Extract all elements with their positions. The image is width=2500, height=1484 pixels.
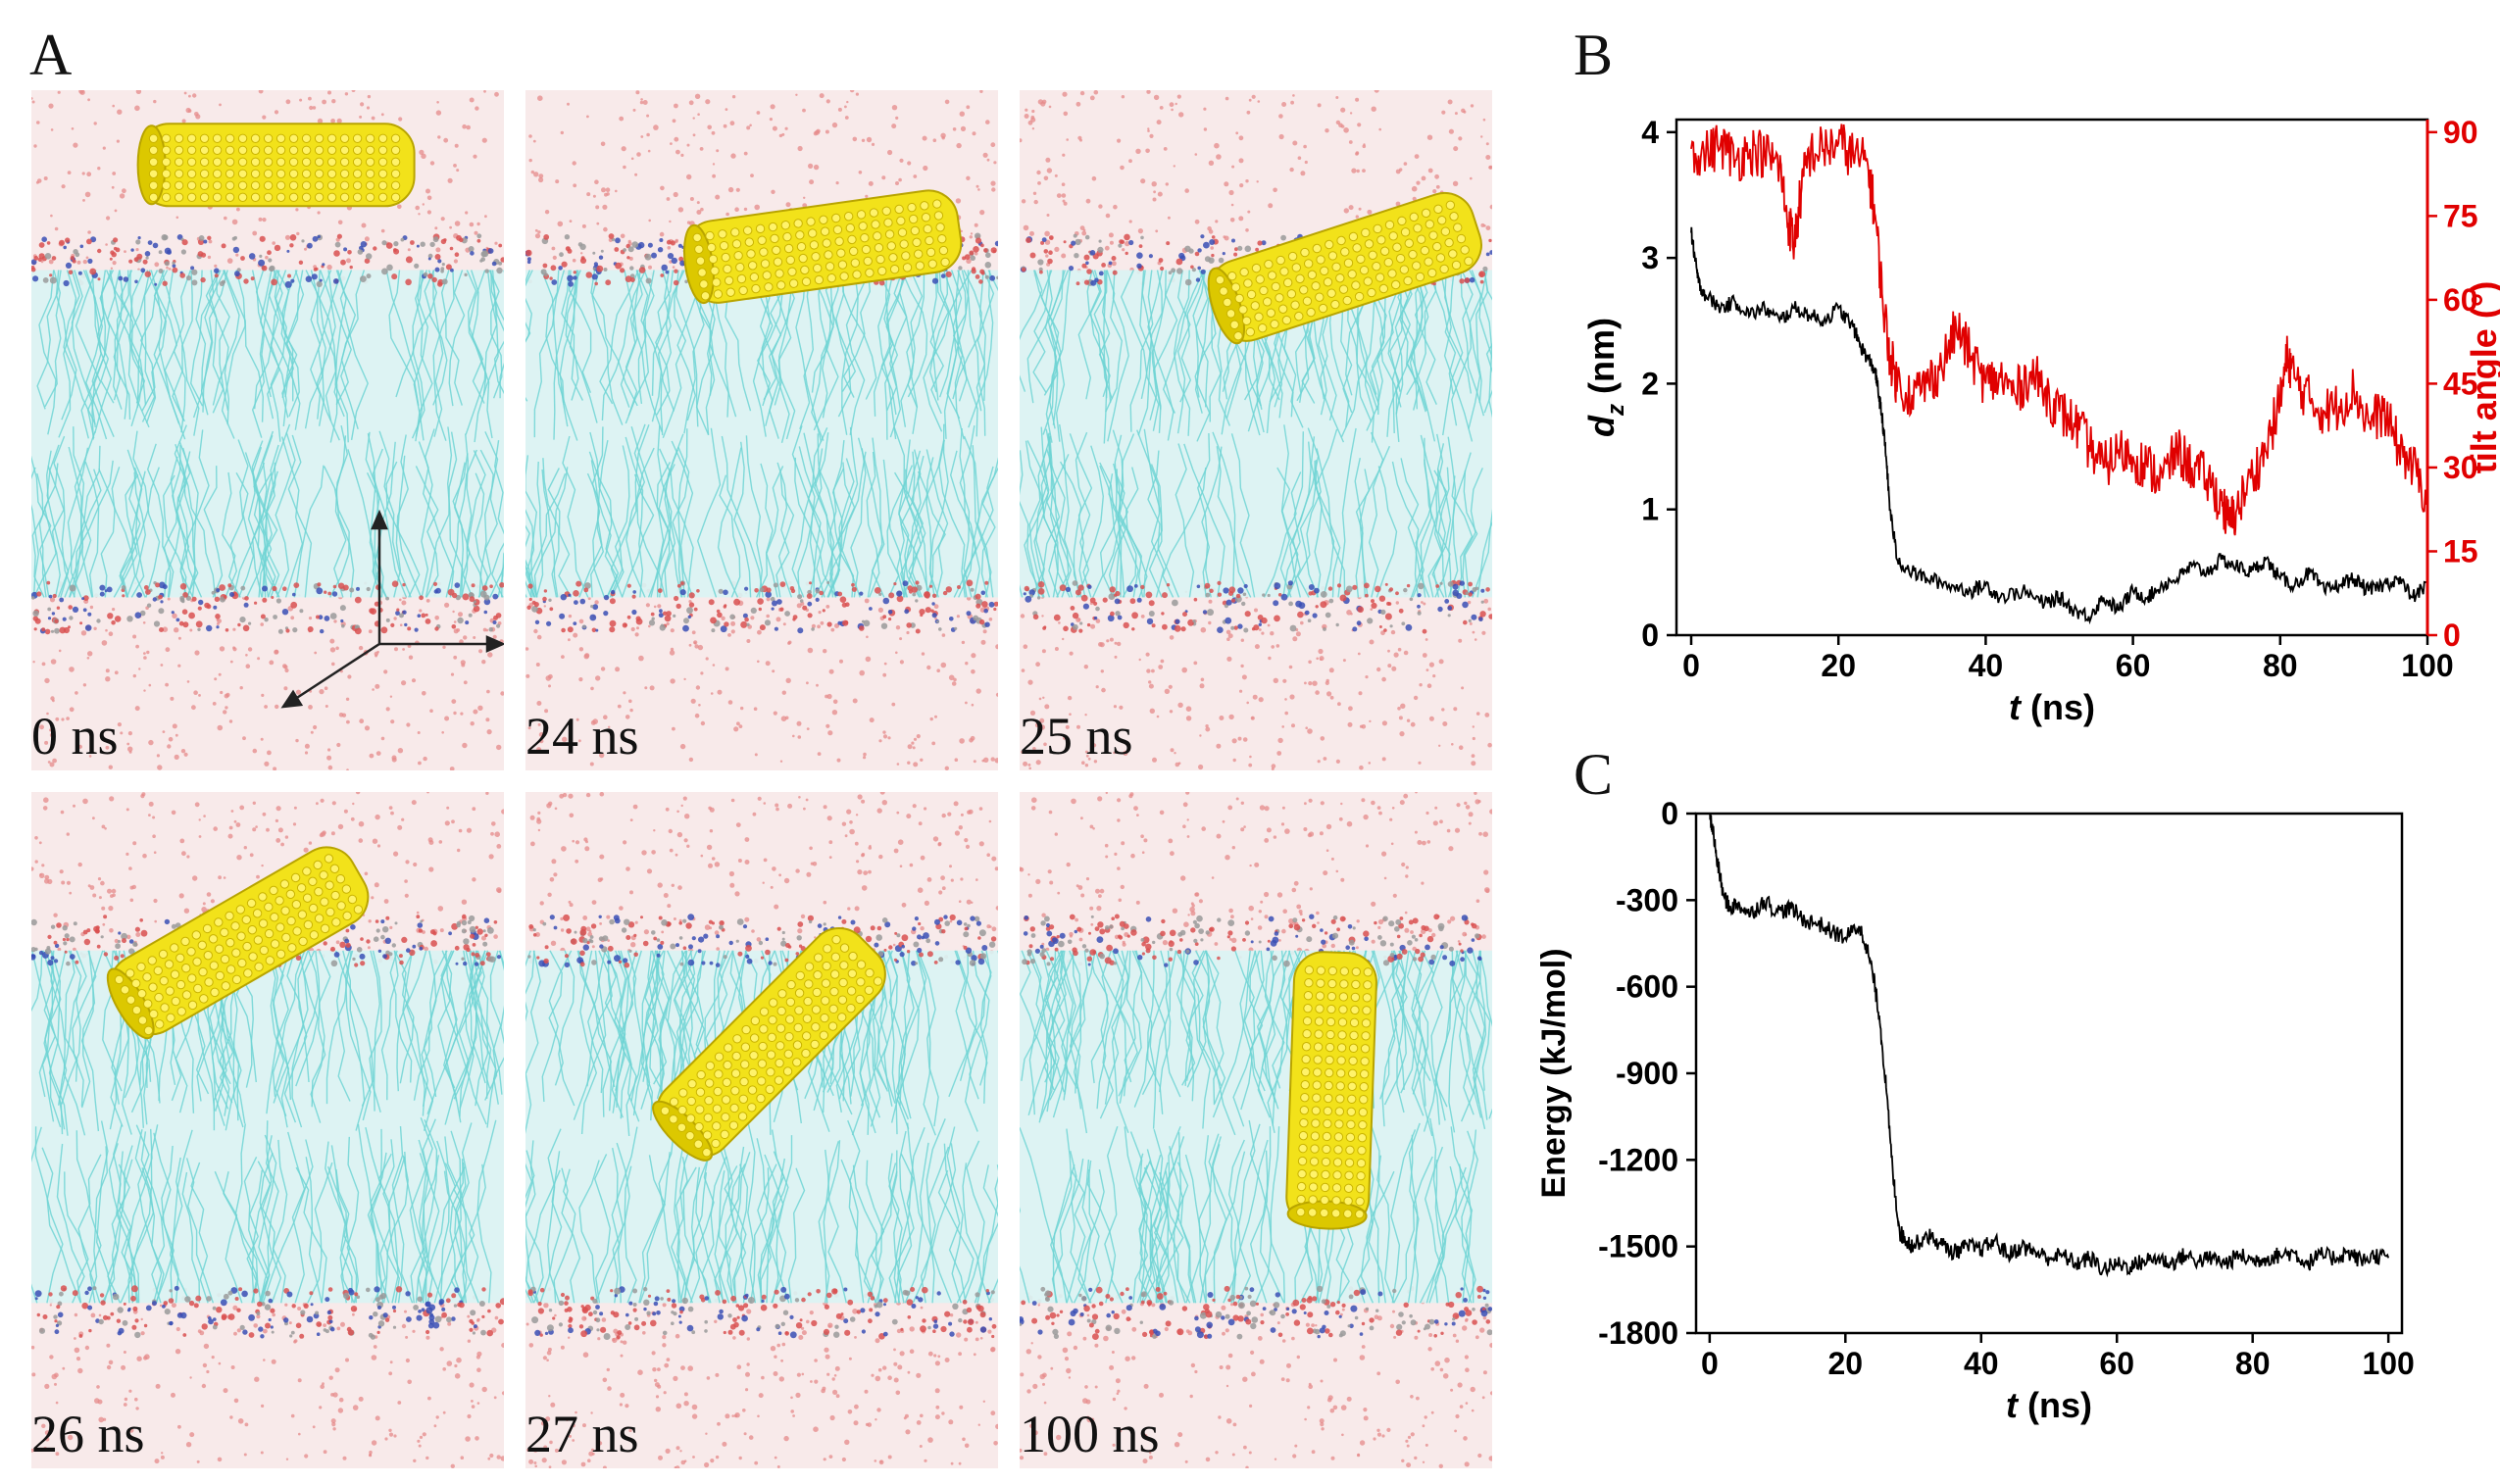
series-group	[1709, 814, 2390, 1278]
coordinate-axes-icon	[280, 509, 504, 709]
carbon-nanotube	[652, 927, 886, 1162]
z-arrowhead	[371, 509, 388, 530]
lipid-headgroups	[31, 233, 504, 635]
x-tick-label: 40	[1969, 648, 2004, 683]
y2-axis-label: tilt angle (°)	[2464, 281, 2500, 473]
series-group	[1690, 124, 2427, 625]
snapshot-5: 100 ns	[1020, 792, 1492, 1468]
x-tick-label: 80	[2263, 648, 2298, 683]
y2-tick-label: 30	[2443, 450, 2478, 485]
snapshot-1: 24 ns	[525, 90, 998, 770]
snapshot-scene	[1020, 90, 1492, 770]
chart-b: 0 20 40 60 80 100 0 1 2 3 4 0 15 30 45 60 75 90 t (ns) dz (…	[1569, 78, 2500, 745]
chart-c-svg: 0 20 40 60 80 100 0 -300 -600 -900 -1200 -1500 -1800…	[1535, 796, 2415, 1425]
carbon-nanotube	[136, 123, 416, 208]
x-tick-label: 0	[1701, 1346, 1719, 1381]
x-tick-label: 60	[2099, 1346, 2134, 1381]
y-tick-label: 3	[1641, 240, 1659, 275]
plot-frame-b	[1675, 118, 2429, 637]
lipid-tails	[31, 270, 504, 598]
lipid-headgroups	[527, 914, 997, 1340]
y-tick-label: 1	[1641, 492, 1659, 527]
snapshot-scene	[1020, 792, 1492, 1468]
snapshot-scene	[525, 792, 998, 1468]
lipid-tails	[1020, 950, 1492, 1304]
x-tick-label: 0	[1682, 648, 1700, 683]
carbon-nanotube	[1285, 951, 1377, 1230]
y-tick-label: -600	[1616, 969, 1678, 1005]
y2-tick-label: 45	[2443, 366, 2478, 401]
y-tick-label: -1500	[1598, 1229, 1678, 1264]
tube-atoms	[660, 934, 883, 1158]
snapshot-scene	[31, 792, 504, 1468]
y-tick-label: -1200	[1598, 1142, 1678, 1177]
lipid-tails	[525, 270, 998, 598]
y2-tick-label: 15	[2443, 533, 2478, 569]
snapshot-time-label: 25 ns	[1020, 707, 1133, 766]
lipid-tail-region	[1020, 950, 1492, 1304]
y-tick-label: 4	[1641, 115, 1659, 150]
y-tick-label: 0	[1641, 618, 1659, 653]
x-axis-label: t (ns)	[2009, 687, 2095, 727]
lipid-headgroups	[1020, 914, 1492, 1340]
snapshot-3: 26 ns	[31, 792, 504, 1468]
snapshot-scene	[31, 90, 504, 770]
series-line-tilt-angle	[1690, 124, 2427, 536]
carbon-nanotube	[683, 189, 963, 305]
snapshot-time-label: 26 ns	[31, 1405, 145, 1463]
y-tick-label: 0	[1661, 796, 1678, 831]
y-tick-label: 2	[1641, 366, 1659, 401]
y2-tick-label: 90	[2443, 115, 2478, 150]
series-line-energy	[1709, 814, 2390, 1278]
carbon-nanotube	[1207, 191, 1482, 345]
y2-tick-label: 60	[2443, 282, 2478, 318]
panel-label-a: A	[29, 23, 73, 87]
x-tick-label: 60	[2116, 648, 2151, 683]
y-axis-arrow	[285, 642, 380, 707]
snapshot-time-label: 100 ns	[1020, 1405, 1160, 1463]
y-axis-label: dz (nm)	[1581, 318, 1629, 437]
x-tick-label: 100	[2401, 648, 2453, 683]
panel-label-c: C	[1574, 742, 1614, 807]
tube-atoms	[1296, 965, 1374, 1219]
x-tick-label: 100	[2362, 1346, 2414, 1381]
series-line-dz	[1690, 226, 2427, 625]
snapshot-time-label: 27 ns	[525, 1405, 639, 1463]
y-tick-label: -300	[1616, 882, 1678, 917]
x-tick-label: 20	[1828, 1346, 1864, 1381]
snapshot-0: 0 ns	[31, 90, 504, 770]
x-tick-label: 80	[2235, 1346, 2271, 1381]
tube-atoms	[1215, 200, 1474, 341]
tube-atoms	[114, 854, 364, 1036]
x-tick-label: 40	[1964, 1346, 1999, 1381]
snapshot-2: 25 ns	[1020, 90, 1492, 770]
y2-tick-label: 0	[2443, 618, 2461, 653]
panel-label-b: B	[1574, 23, 1614, 87]
y-arrowhead	[280, 689, 304, 709]
tube-atoms	[692, 199, 950, 301]
snapshot-4: 27 ns	[525, 792, 998, 1468]
snapshot-scene	[525, 90, 998, 770]
water-molecules	[525, 90, 998, 770]
y-axis-label: Energy (kJ/mol)	[1535, 948, 1573, 1198]
x-tick-label: 20	[1821, 648, 1856, 683]
x-arrowhead	[485, 635, 504, 653]
y-tick-label: -1800	[1598, 1315, 1678, 1351]
carbon-nanotube	[106, 846, 370, 1040]
snapshot-time-label: 24 ns	[525, 707, 639, 766]
x-axis-label: t (ns)	[2006, 1385, 2092, 1425]
snapshot-time-label: 0 ns	[31, 707, 119, 766]
chart-c: 0 20 40 60 80 100 0 -300 -600 -900 -1200 -1500 -1800…	[1529, 774, 2500, 1460]
y2-tick-label: 75	[2443, 198, 2478, 233]
y-tick-label: -900	[1616, 1056, 1678, 1091]
tube-atoms	[148, 133, 401, 203]
